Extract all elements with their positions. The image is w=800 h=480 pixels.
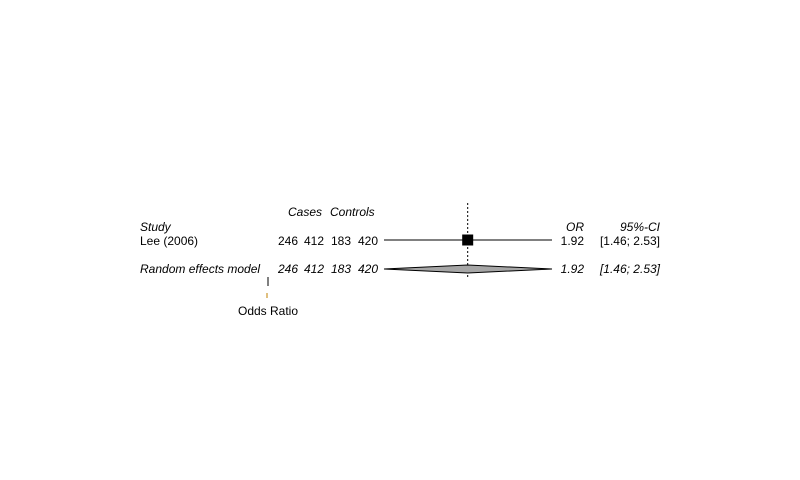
study-or: 1.92 — [561, 234, 585, 248]
pooled-diamond — [383, 264, 553, 274]
header-ci: 95%-CI — [620, 220, 661, 234]
study-label: Lee (2006) — [140, 234, 198, 248]
study-point-estimate — [462, 234, 474, 246]
pooled-label: Random effects model — [140, 262, 260, 276]
study-controls-total: 420 — [358, 234, 378, 248]
pooled-cases-total: 412 — [304, 262, 324, 276]
pooled-controls-total: 420 — [358, 262, 378, 276]
study-controls-events: 183 — [331, 234, 351, 248]
header-controls: Controls — [330, 205, 375, 219]
header-cases: Cases — [288, 205, 322, 219]
x-axis-label: Odds Ratio — [238, 304, 298, 318]
study-ci: [1.46; 2.53] — [600, 234, 660, 248]
header-study: Study — [140, 220, 172, 234]
study-cases-events: 246 — [278, 234, 298, 248]
study-cases-total: 412 — [304, 234, 324, 248]
pooled-controls-events: 183 — [331, 262, 351, 276]
header-or: OR — [566, 220, 584, 234]
pooled-or: 1.92 — [561, 262, 585, 276]
pooled-ci: [1.46; 2.53] — [599, 262, 661, 276]
pooled-cases-events: 246 — [277, 262, 298, 276]
